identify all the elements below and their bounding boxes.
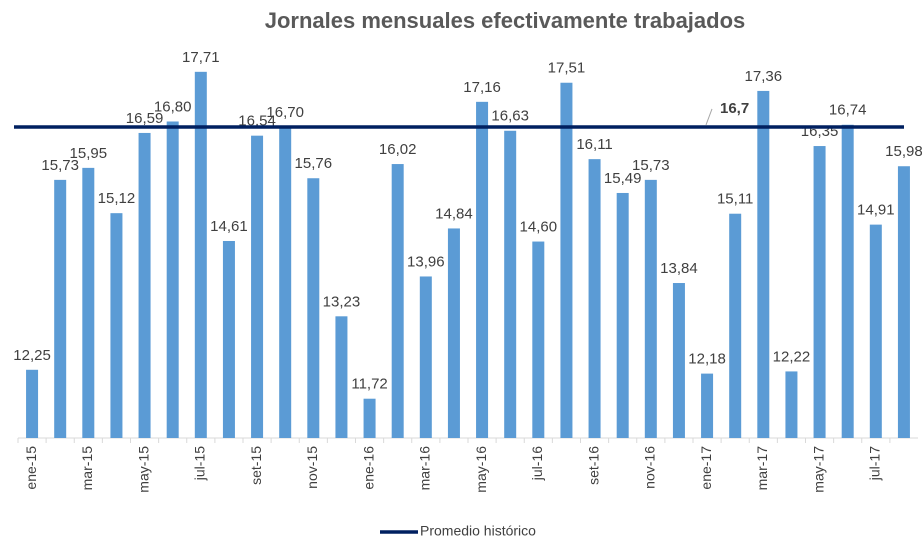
bar xyxy=(363,398,376,438)
data-label: 15,12 xyxy=(98,190,136,207)
x-tick-label: set-15 xyxy=(248,446,264,485)
bar xyxy=(335,316,348,438)
bar xyxy=(813,146,826,439)
data-label: 13,23 xyxy=(323,293,361,310)
bar xyxy=(26,369,39,438)
data-label: 17,16 xyxy=(463,79,501,96)
data-label: 15,73 xyxy=(41,157,79,174)
data-label: 16,59 xyxy=(126,110,164,127)
x-tick-label: mar-17 xyxy=(754,446,770,491)
data-label: 13,84 xyxy=(660,260,698,277)
bar xyxy=(447,228,460,438)
bar xyxy=(504,130,517,438)
x-tick-label: ene-15 xyxy=(23,446,39,490)
x-tick-label: jul-15 xyxy=(192,446,208,481)
data-label: 14,60 xyxy=(520,219,558,236)
bar xyxy=(532,241,545,438)
x-tick-label: jul-17 xyxy=(867,446,883,481)
x-tick-label: may-16 xyxy=(473,446,489,493)
data-label: 15,49 xyxy=(604,170,642,187)
data-label: 14,91 xyxy=(857,202,895,219)
bar xyxy=(560,82,573,439)
bar xyxy=(897,166,910,438)
bar xyxy=(82,167,95,438)
data-label: 16,80 xyxy=(154,98,192,115)
data-label: 15,95 xyxy=(70,145,108,162)
bar xyxy=(391,164,404,438)
x-tick-label: ene-16 xyxy=(360,446,376,490)
data-label: 16,02 xyxy=(379,141,417,158)
bar xyxy=(841,124,854,438)
bar xyxy=(616,192,629,438)
bar xyxy=(588,159,601,438)
bar xyxy=(869,224,882,438)
data-label: 12,22 xyxy=(773,348,811,365)
bar xyxy=(672,283,685,438)
bar xyxy=(138,132,151,438)
bar xyxy=(785,371,798,438)
bar xyxy=(110,213,123,438)
bar xyxy=(194,71,207,438)
data-label: 17,51 xyxy=(548,60,586,77)
x-tick-label: set-16 xyxy=(585,446,601,485)
data-label: 15,11 xyxy=(717,191,753,208)
bar xyxy=(251,135,264,438)
data-label: 14,61 xyxy=(210,218,248,235)
data-label: 15,73 xyxy=(632,157,670,174)
x-tick-label: may-17 xyxy=(810,446,826,493)
data-label: 12,25 xyxy=(13,347,51,364)
x-tick-label: mar-15 xyxy=(79,446,95,491)
x-tick-label: nov-15 xyxy=(304,446,320,489)
bar xyxy=(476,101,489,438)
data-label: 16,63 xyxy=(491,108,529,125)
data-label: 16,11 xyxy=(576,136,612,153)
x-tick-label: nov-16 xyxy=(642,446,658,489)
data-label: 11,72 xyxy=(351,376,387,393)
reference-leader xyxy=(705,108,713,126)
bar xyxy=(222,240,235,438)
data-label: 17,71 xyxy=(182,49,220,66)
bar xyxy=(54,179,67,438)
bar xyxy=(701,373,714,438)
bar xyxy=(419,276,432,438)
x-tick-label: jul-16 xyxy=(529,446,545,481)
x-tick-label: ene-17 xyxy=(698,446,714,490)
legend-label: Promedio histórico xyxy=(420,523,536,539)
bar xyxy=(644,179,657,438)
bar xyxy=(757,90,770,438)
data-label: 15,76 xyxy=(295,155,333,172)
chart-title: Jornales mensuales efectivamente trabaja… xyxy=(265,8,746,33)
data-label: 15,98 xyxy=(885,143,923,160)
bar xyxy=(166,121,179,438)
bar xyxy=(729,213,742,438)
bar xyxy=(307,178,320,439)
x-tick-label: may-15 xyxy=(135,446,151,493)
reference-label: 16,7 xyxy=(720,100,749,117)
data-label: 12,18 xyxy=(688,351,726,368)
data-label: 14,84 xyxy=(435,205,473,222)
bar xyxy=(279,126,292,438)
data-label: 17,36 xyxy=(745,68,783,85)
data-label: 16,70 xyxy=(266,104,304,121)
data-label: 13,96 xyxy=(407,253,445,270)
data-label: 16,74 xyxy=(829,102,867,119)
x-tick-label: mar-16 xyxy=(417,446,433,491)
